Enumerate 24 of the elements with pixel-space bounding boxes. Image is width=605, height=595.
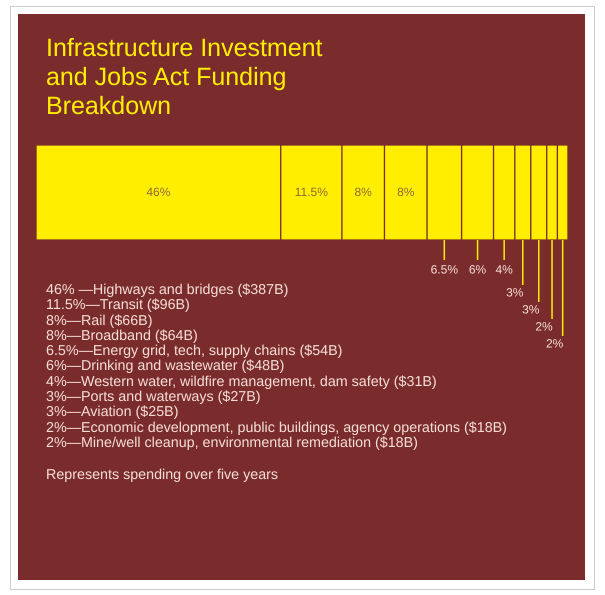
data-label: 2% — [546, 336, 564, 350]
text: 6%—Drinking and wastewater ($48B) — [46, 358, 286, 375]
chart-title: Infrastructure Investment and Jobs Act Funding Breakdown — [46, 34, 324, 121]
text: 3%—Ports and waterways ($27B) — [46, 389, 262, 406]
data-label: 11.5% — [294, 184, 328, 199]
text: 46% —Highways and bridges ($387B) — [46, 282, 290, 298]
text: 8%—Broadband ($64B) — [46, 328, 199, 344]
text: 3%—Aviation ($25B) — [46, 404, 180, 421]
text: 11.5%—Transit ($96B) — [46, 297, 191, 314]
text: 2%—Economic development, public buildings, agency operations ($18B) — [46, 420, 507, 436]
text: 8%—Rail ($66B) — [46, 312, 154, 329]
text: Represents spending over five years — [46, 467, 280, 484]
data-label: 6.5% — [430, 262, 458, 276]
data-label: 8% — [397, 184, 415, 199]
data-label: 8% — [354, 184, 372, 199]
data-label: 6% — [468, 262, 487, 276]
data-label: 4% — [495, 262, 514, 276]
text: 6.5%—Energy grid, tech, supply chains ($54B) — [46, 343, 344, 360]
data-label: 2% — [535, 319, 554, 334]
data-label: 3% — [506, 285, 524, 300]
text: 2%—Mine/well cleanup, environmental remediation ($18B) — [46, 434, 418, 452]
data-label: 3% — [522, 302, 540, 316]
text: 4%—Western water, wildfire management, dam safety ($31B) — [46, 374, 438, 390]
data-label: 46% — [146, 184, 171, 199]
